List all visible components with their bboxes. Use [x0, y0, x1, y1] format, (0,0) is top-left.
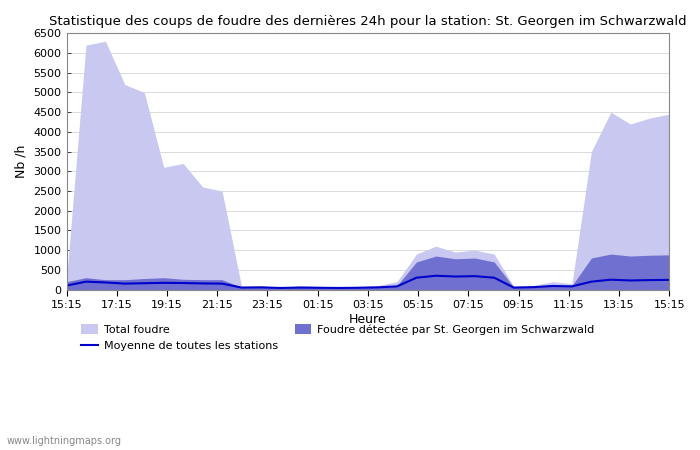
Legend: Total foudre, Moyenne de toutes les stations, Foudre détectée par St. Georgen im: Total foudre, Moyenne de toutes les stat… — [77, 320, 598, 356]
X-axis label: Heure: Heure — [349, 313, 386, 326]
Title: Statistique des coups de foudre des dernières 24h pour la station: St. Georgen i: Statistique des coups de foudre des dern… — [49, 15, 687, 28]
Y-axis label: Nb /h: Nb /h — [15, 145, 28, 178]
Text: www.lightningmaps.org: www.lightningmaps.org — [7, 436, 122, 446]
